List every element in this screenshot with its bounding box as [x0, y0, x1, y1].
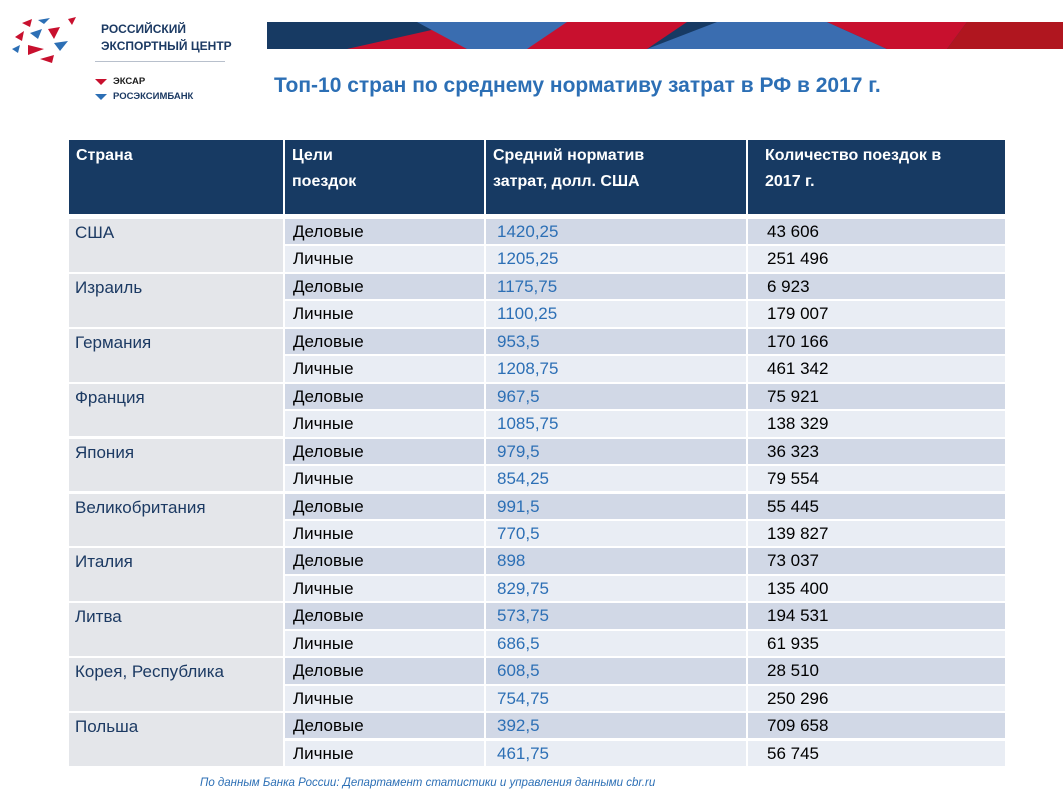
trips-cell: 461 342 [748, 356, 1005, 382]
country-cell: Израиль [69, 273, 283, 327]
triangle-icon [95, 78, 107, 85]
purpose-cell: Деловые [285, 548, 484, 574]
trips-cell: 36 323 [748, 438, 1005, 464]
source-note: По данным Банка России: Департамент стат… [200, 777, 656, 789]
sub-label: РОСЭКСИМБАНК [113, 91, 194, 102]
country-cell: Япония [69, 438, 283, 492]
trips-cell: 135 400 [748, 575, 1005, 602]
trips-cell: 43 606 [748, 219, 1005, 245]
sub-label: ЭКСАР [113, 76, 146, 87]
purpose-cell: Личные [285, 466, 484, 492]
cost-cell: 979,5 [486, 438, 746, 464]
header-banner [267, 22, 1063, 49]
cost-cell: 854,25 [486, 466, 746, 492]
purpose-cell: Личные [285, 411, 484, 437]
trips-cell: 61 935 [748, 630, 1005, 657]
header-trips: Количество поездок в 2017 г. [748, 140, 1005, 214]
org-name: РОССИЙСКИЙ ЭКСПОРТНЫЙ ЦЕНТР [101, 22, 232, 53]
country-cell: Франция [69, 383, 283, 437]
purpose-cell: Личные [285, 356, 484, 382]
country-cell: Италия [69, 548, 283, 602]
trips-cell: 179 007 [748, 301, 1005, 327]
cost-cell: 898 [486, 548, 746, 574]
purpose-cell: Деловые [285, 658, 484, 684]
purpose-cell: Деловые [285, 603, 484, 629]
purpose-cell: Деловые [285, 273, 484, 300]
trips-cell: 56 745 [748, 740, 1005, 766]
cost-cell: 754,75 [486, 685, 746, 712]
page-title: Топ-10 стран по среднему нормативу затра… [274, 74, 881, 97]
purpose-cell: Личные [285, 740, 484, 766]
cost-cell: 1420,25 [486, 219, 746, 245]
trips-cell: 709 658 [748, 713, 1005, 739]
trips-cell: 6 923 [748, 273, 1005, 300]
purpose-cell: Личные [285, 685, 484, 712]
trips-cell: 170 166 [748, 328, 1005, 355]
purpose-cell: Личные [285, 246, 484, 272]
triangle-icon [95, 93, 107, 100]
rec-logo-icon [12, 17, 76, 63]
cost-cell: 829,75 [486, 575, 746, 602]
trips-cell: 28 510 [748, 658, 1005, 684]
purpose-cell: Личные [285, 575, 484, 602]
cost-cell: 461,75 [486, 740, 746, 766]
country-cell: Германия [69, 328, 283, 382]
cost-cell: 1175,75 [486, 273, 746, 300]
trips-cell: 250 296 [748, 685, 1005, 712]
country-cell: Корея, Республика [69, 658, 283, 711]
header-cost: Средний норматив затрат, долл. США [486, 140, 746, 214]
purpose-cell: Деловые [285, 438, 484, 464]
purpose-cell: Деловые [285, 328, 484, 355]
trips-cell: 251 496 [748, 246, 1005, 272]
cost-cell: 573,75 [486, 603, 746, 629]
trips-cell: 55 445 [748, 493, 1005, 519]
header-purpose: Цели поездок [285, 140, 484, 214]
trips-cell: 194 531 [748, 603, 1005, 629]
country-cell: Литва [69, 603, 283, 657]
cost-cell: 1100,25 [486, 301, 746, 327]
header-country: Страна [69, 140, 283, 214]
purpose-cell: Деловые [285, 713, 484, 739]
country-cell: Великобритания [69, 493, 283, 547]
purpose-cell: Личные [285, 630, 484, 657]
cost-cell: 770,5 [486, 520, 746, 547]
trips-cell: 79 554 [748, 466, 1005, 492]
purpose-cell: Личные [285, 520, 484, 547]
divider [95, 61, 225, 62]
cost-cell: 1205,25 [486, 246, 746, 272]
cost-cell: 608,5 [486, 658, 746, 684]
trips-cell: 75 921 [748, 383, 1005, 410]
cost-cell: 991,5 [486, 493, 746, 519]
purpose-cell: Деловые [285, 493, 484, 519]
cost-cell: 967,5 [486, 383, 746, 410]
eximbank-sub-1: ЭКСАР [95, 76, 145, 87]
purpose-cell: Деловые [285, 383, 484, 410]
trips-cell: 138 329 [748, 411, 1005, 437]
cost-cell: 1085,75 [486, 411, 746, 437]
cost-cell: 392,5 [486, 713, 746, 739]
trips-cell: 139 827 [748, 520, 1005, 547]
cost-cell: 686,5 [486, 630, 746, 657]
purpose-cell: Личные [285, 301, 484, 327]
trips-cell: 73 037 [748, 548, 1005, 574]
country-cell: Польша [69, 713, 283, 766]
country-cell: США [69, 219, 283, 272]
cost-cell: 953,5 [486, 328, 746, 355]
purpose-cell: Деловые [285, 219, 484, 245]
eximbank-sub-2: РОСЭКСИМБАНК [95, 91, 193, 102]
cost-cell: 1208,75 [486, 356, 746, 382]
